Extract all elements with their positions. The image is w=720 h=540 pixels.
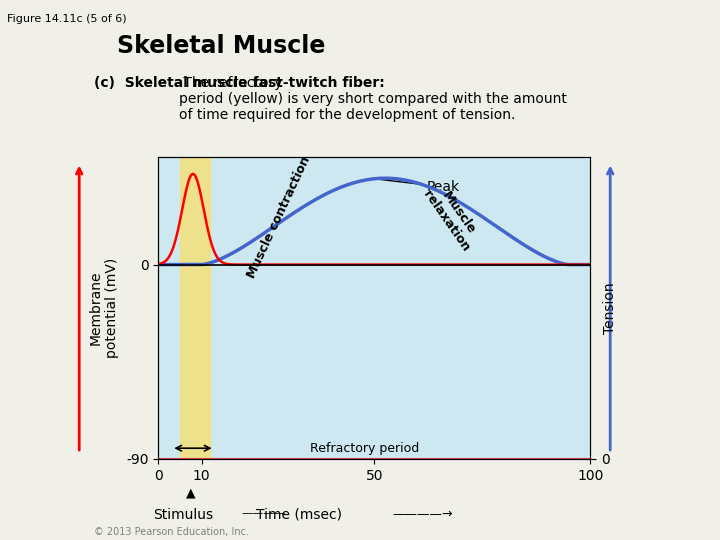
Text: Skeletal Muscle: Skeletal Muscle (117, 34, 325, 58)
Text: Peak: Peak (377, 179, 459, 194)
Text: ▲: ▲ (186, 487, 196, 500)
Text: Refractory period: Refractory period (310, 442, 419, 455)
Text: © 2013 Pearson Education, Inc.: © 2013 Pearson Education, Inc. (94, 526, 248, 537)
Text: Muscle
relaxation: Muscle relaxation (420, 180, 484, 254)
Bar (180, 157, 210, 459)
Text: Muscle contraction: Muscle contraction (246, 154, 313, 280)
Text: (c)  Skeletal muscle fast-twitch fiber:: (c) Skeletal muscle fast-twitch fiber: (94, 76, 384, 90)
Text: Time (msec): Time (msec) (256, 508, 341, 522)
Text: ————→: ————→ (392, 508, 453, 521)
Text: Stimulus: Stimulus (153, 508, 214, 522)
Text: ————: ———— (241, 508, 286, 518)
Text: Figure 14.11c (5 of 6): Figure 14.11c (5 of 6) (7, 14, 127, 24)
Text: Tension: Tension (603, 282, 617, 334)
Text: The refractory
period (yellow) is very short compared with the amount
of time re: The refractory period (yellow) is very s… (179, 76, 567, 122)
Y-axis label: Membrane
potential (mV): Membrane potential (mV) (89, 258, 120, 358)
